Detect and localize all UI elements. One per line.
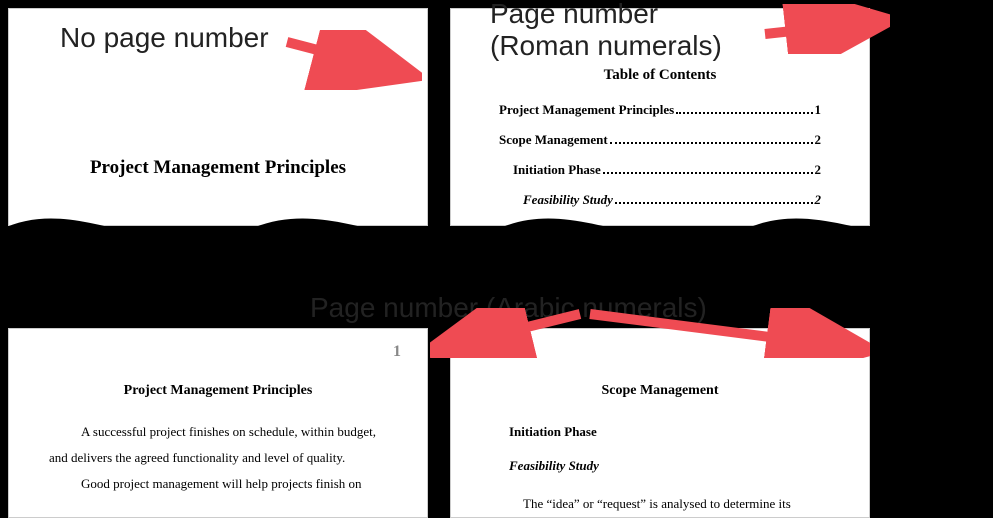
toc-leader-dots bbox=[610, 134, 813, 144]
toc-label: Initiation Phase bbox=[513, 162, 601, 178]
document-page-2: 2 Scope Management Initiation Phase Feas… bbox=[450, 328, 870, 518]
toc-leader-dots bbox=[574, 224, 812, 234]
toc-label: Project Management Principles bbox=[499, 102, 674, 118]
toc-row: Feasibility Study 2 bbox=[499, 192, 821, 208]
subheading-h2: Feasibility Study bbox=[509, 453, 829, 479]
toc-row: Approval 4 bbox=[499, 222, 821, 238]
toc-row: Initiation Phase 2 bbox=[499, 162, 821, 178]
toc-leader-dots bbox=[676, 104, 812, 114]
table-of-contents: Table of Contents Project Management Pri… bbox=[499, 67, 821, 252]
toc-row: Project Management Principles 1 bbox=[499, 102, 821, 118]
toc-page-number: 2 bbox=[815, 162, 822, 178]
callout-no-page-number: No page number bbox=[60, 22, 269, 54]
callout-roman: Page number (Roman numerals) bbox=[490, 0, 722, 62]
page-content: Scope Management Initiation Phase Feasib… bbox=[491, 377, 829, 517]
body-paragraph: The “idea” or “request” is analysed to d… bbox=[491, 491, 829, 517]
callout-arabic: Page number (Arabic numerals) bbox=[310, 292, 707, 324]
page-number-arabic-2: 2 bbox=[835, 343, 843, 361]
toc-page-number: 1 bbox=[815, 102, 822, 118]
document-page-1: 1 Project Management Principles A succes… bbox=[8, 328, 428, 518]
page-content: Project Management Principles A successf… bbox=[49, 377, 387, 497]
title-page-heading: Project Management Principles bbox=[9, 157, 427, 179]
toc-page-number: 2 bbox=[815, 132, 822, 148]
toc-leader-dots bbox=[615, 194, 813, 204]
page-number-arabic-1: 1 bbox=[393, 343, 401, 361]
subheading-h1: Initiation Phase bbox=[509, 419, 829, 445]
content-heading: Scope Management bbox=[491, 377, 829, 405]
page-number-roman: i bbox=[839, 23, 843, 39]
toc-label: Approval bbox=[523, 222, 572, 238]
toc-title: Table of Contents bbox=[499, 67, 821, 84]
toc-leader-dots bbox=[603, 164, 813, 174]
toc-page-number: 4 bbox=[815, 222, 822, 238]
toc-label: Scope Management bbox=[499, 132, 608, 148]
toc-row: Scope Management 2 bbox=[499, 132, 821, 148]
body-paragraph: A successful project finishes on schedul… bbox=[49, 419, 387, 471]
toc-page-number: 2 bbox=[815, 192, 822, 208]
content-heading: Project Management Principles bbox=[49, 377, 387, 405]
toc-label: Feasibility Study bbox=[523, 192, 613, 208]
body-paragraph: Good project management will help projec… bbox=[49, 471, 387, 497]
